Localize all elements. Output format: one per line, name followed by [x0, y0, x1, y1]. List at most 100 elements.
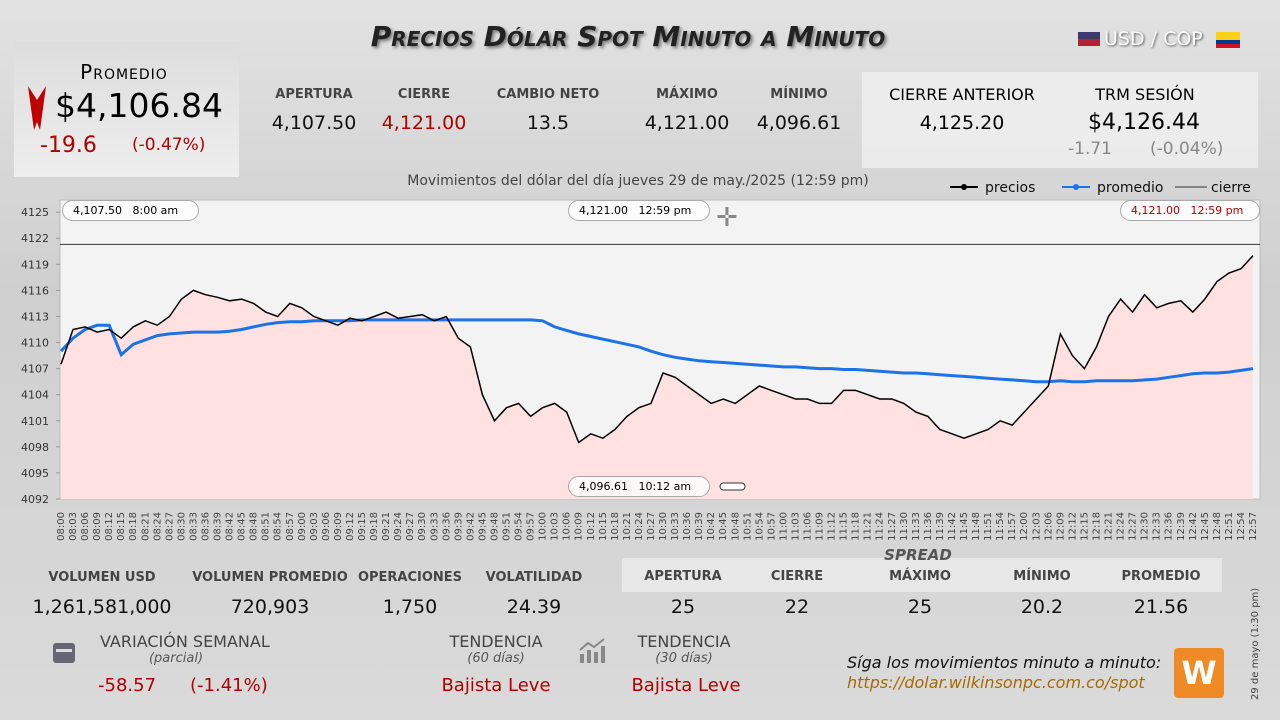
annotation-value: 4,107.50 — [73, 204, 122, 217]
x-tick-label: 10:12 — [586, 512, 597, 541]
spread-label: CIERRE — [770, 569, 824, 584]
x-tick-label: 11:27 — [887, 512, 898, 541]
x-tick-label: 08:39 — [213, 512, 224, 541]
x-tick-label: 09:00 — [297, 512, 308, 541]
logo[interactable]: W — [1174, 648, 1224, 698]
x-tick-label: 09:09 — [333, 512, 344, 541]
x-tick-label: 12:39 — [1176, 512, 1187, 541]
x-tick-label: 11:21 — [863, 512, 874, 541]
stat-value: 4,107.50 — [271, 112, 357, 134]
x-tick-label: 11:33 — [911, 512, 922, 541]
x-tick-label: 08:57 — [285, 512, 296, 541]
x-tick-label: 11:18 — [851, 512, 862, 541]
tendencia-label: TENDENCIA — [449, 632, 543, 651]
x-tick-label: 09:39 — [453, 512, 464, 541]
y-tick-label: 4122 — [21, 232, 49, 245]
x-tick-label: 12:15 — [1079, 512, 1090, 541]
variacion-sub: (parcial) — [148, 651, 204, 666]
x-tick-label: 10:24 — [634, 512, 645, 541]
x-tick-label: 11:42 — [947, 512, 958, 541]
x-tick-label: 11:06 — [803, 512, 814, 541]
follow-text: Síga los movimientos minuto a minuto: — [847, 653, 1162, 672]
x-tick-label: 11:54 — [995, 512, 1006, 541]
x-tick-label: 12:12 — [1067, 512, 1078, 541]
x-tick-label: 08:27 — [164, 512, 175, 541]
x-tick-label: 10:09 — [574, 512, 585, 541]
trm-label: TRM SESIÓN — [1095, 85, 1195, 104]
tendencia-value: Bajista Leve — [441, 675, 551, 696]
y-tick-label: 4101 — [21, 415, 49, 428]
cierre-anterior-value: 4,125.20 — [919, 112, 1005, 134]
x-tick-label: 11:36 — [923, 512, 934, 541]
x-tick-label: 08:48 — [249, 512, 260, 541]
stat-label: VOLUMEN USD — [48, 570, 156, 585]
title: Precios Dólar Spot Minuto a Minuto — [370, 20, 886, 53]
stat-value: 13.5 — [526, 112, 570, 134]
x-tick-label: 09:36 — [441, 512, 452, 541]
annotation-value: 4,121.00 — [1131, 204, 1180, 217]
x-tick-label: 11:12 — [827, 512, 838, 541]
stat-label: CAMBIO NETO — [496, 87, 600, 102]
stat-label: CIERRE — [397, 87, 451, 102]
x-tick-label: 08:30 — [176, 512, 187, 541]
annotation-value: 4,121.00 — [579, 204, 628, 217]
tendencia-sub: (60 días) — [467, 651, 525, 666]
spread-label: MÍNIMO — [1013, 569, 1071, 584]
us-flag — [1078, 32, 1100, 46]
stat-label: VOLUMEN PROMEDIO — [192, 570, 348, 585]
stat-label: VOLATILIDAD — [485, 570, 583, 585]
y-tick-label: 4104 — [21, 389, 49, 402]
stat-value: 4,121.00 — [381, 112, 467, 134]
x-tick-label: 09:51 — [501, 512, 512, 541]
x-tick-label: 08:09 — [92, 512, 103, 541]
x-tick-label: 10:15 — [598, 512, 609, 541]
x-tick-label: 10:03 — [550, 512, 561, 541]
legend-dot — [961, 184, 967, 190]
variacion-value: -58.57 — [98, 675, 157, 696]
stat-value: 4,121.00 — [644, 112, 730, 134]
x-tick-label: 11:48 — [971, 512, 982, 541]
trm-change: -1.71 — [1068, 139, 1112, 159]
scroll-handle — [719, 482, 746, 491]
annotation-time: 12:59 pm — [638, 204, 692, 217]
x-tick-label: 09:48 — [489, 512, 500, 541]
stat-value: 1,261,581,000 — [32, 596, 172, 618]
annotation: 4,121.00 12:59 pm — [1120, 200, 1260, 221]
x-tick-label: 10:06 — [562, 512, 573, 541]
x-tick-label: 08:00 — [56, 512, 67, 541]
x-tick-label: 12:45 — [1200, 512, 1211, 541]
x-tick-label: 12:09 — [1055, 512, 1066, 541]
x-tick-label: 11:00 — [778, 512, 789, 541]
x-tick-label: 09:30 — [417, 512, 428, 541]
right-panel — [862, 72, 1258, 168]
legend-label: precios — [985, 180, 1035, 196]
spread-panel — [622, 558, 1222, 592]
x-tick-label: 09:42 — [465, 512, 476, 541]
y-tick-label: 4113 — [21, 310, 49, 323]
x-tick-label: 12:33 — [1152, 512, 1163, 541]
subtitle: Movimientos del dólar del día jueves 29 … — [407, 173, 869, 189]
spread-label: MÁXIMO — [889, 569, 951, 584]
stat-value: 720,903 — [230, 596, 310, 618]
x-tick-label: 12:54 — [1236, 512, 1247, 541]
tendencia-sub: (30 días) — [655, 651, 713, 666]
x-tick-label: 09:12 — [345, 512, 356, 541]
legend-label: promedio — [1097, 180, 1164, 196]
url-link[interactable]: https://dolar.wilkinsonpc.com.co/spot — [847, 673, 1145, 692]
x-tick-label: 08:18 — [128, 512, 139, 541]
x-tick-label: 10:30 — [658, 512, 669, 541]
promedio-value: $4,106.84 — [55, 86, 223, 125]
x-tick-label: 08:03 — [68, 512, 79, 541]
x-tick-label: 11:57 — [1007, 512, 1018, 541]
x-tick-label: 10:45 — [718, 512, 729, 541]
annotation: 4,121.00 12:59 pm — [568, 200, 710, 221]
stat-value: 1,750 — [382, 596, 438, 618]
x-tick-label: 08:33 — [188, 512, 199, 541]
co-flag — [1216, 32, 1240, 48]
promedio-label: Promedio — [80, 60, 168, 84]
annotation-value: 4,096.61 — [579, 480, 628, 493]
cierre-anterior-label: CIERRE ANTERIOR — [889, 85, 1035, 104]
stat-label: APERTURA — [275, 87, 353, 102]
x-tick-label: 08:42 — [225, 512, 236, 541]
x-tick-label: 08:45 — [237, 512, 248, 541]
